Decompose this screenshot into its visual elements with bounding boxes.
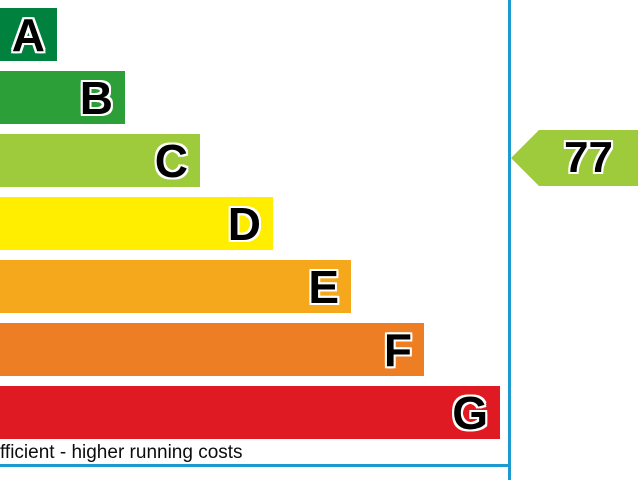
divider-vertical-line xyxy=(508,0,511,480)
band-letter-g: G xyxy=(452,386,488,439)
band-letter-c: C xyxy=(154,134,188,187)
band-bar-g: G xyxy=(0,386,500,439)
band-bar-f: F xyxy=(0,323,424,376)
arrow-left-tip-icon xyxy=(511,130,539,186)
divider-bottom-line xyxy=(0,464,508,467)
band-bar-e: E xyxy=(0,260,351,313)
band-bar-c: C xyxy=(0,134,200,187)
footer-caption: fficient - higher running costs xyxy=(0,442,243,463)
band-bar-b: B xyxy=(0,71,125,124)
current-rating-arrow: 77 xyxy=(511,130,638,186)
band-letter-b: B xyxy=(79,71,113,124)
band-letter-e: E xyxy=(308,260,339,313)
current-rating-value: 77 xyxy=(564,133,613,182)
band-letter-d: D xyxy=(227,197,261,250)
current-rating-arrow-body: 77 xyxy=(539,130,638,186)
band-bar-a: A xyxy=(0,8,57,61)
band-letter-a: A xyxy=(11,8,45,61)
band-bar-d: D xyxy=(0,197,273,250)
band-letter-f: F xyxy=(383,323,412,376)
